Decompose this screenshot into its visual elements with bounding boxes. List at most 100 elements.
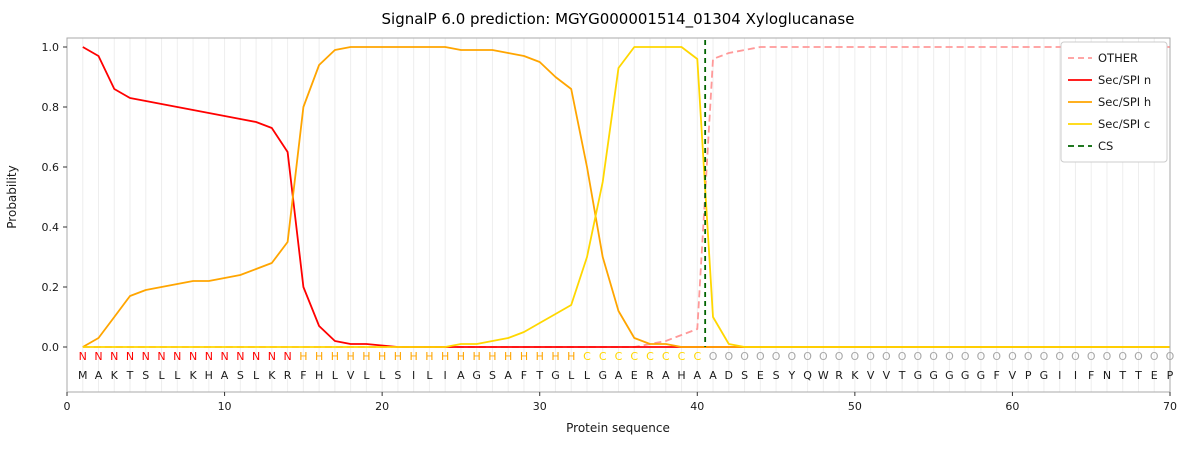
region-letter: O xyxy=(1040,350,1049,363)
region-letter: O xyxy=(898,350,907,363)
region-letter: H xyxy=(567,350,575,363)
region-letter: O xyxy=(819,350,828,363)
legend-label: Sec/SPI c xyxy=(1098,117,1150,131)
region-letter: H xyxy=(362,350,370,363)
sequence-letter: S xyxy=(773,369,780,382)
region-letter: N xyxy=(252,350,260,363)
region-letter: H xyxy=(536,350,544,363)
region-letter: O xyxy=(929,350,938,363)
region-letter: O xyxy=(1008,350,1017,363)
sequence-letter: H xyxy=(205,369,213,382)
legend-label: CS xyxy=(1098,139,1113,153)
legend-label: Sec/SPI h xyxy=(1098,95,1151,109)
region-letter: N xyxy=(205,350,213,363)
y-tick-label: 0.4 xyxy=(42,221,60,234)
region-letter: O xyxy=(961,350,970,363)
region-letter: O xyxy=(992,350,1001,363)
series-line-other xyxy=(82,46,1170,348)
x-axis-label: Protein sequence xyxy=(566,421,670,435)
region-letter: O xyxy=(1024,350,1033,363)
region-letter: C xyxy=(583,350,591,363)
series-line-sec-spi-c xyxy=(82,46,1170,348)
sequence-letter: L xyxy=(379,369,386,382)
region-letter: O xyxy=(1071,350,1080,363)
sequence-letter: I xyxy=(1058,369,1061,382)
region-letter: H xyxy=(299,350,307,363)
sequence-letter: L xyxy=(158,369,165,382)
y-tick-label: 1.0 xyxy=(42,41,60,54)
sequence-letter: A xyxy=(662,369,670,382)
region-letter: O xyxy=(866,350,875,363)
sequence-letter: L xyxy=(332,369,339,382)
region-letter: O xyxy=(1087,350,1096,363)
sequence-letter: D xyxy=(725,369,733,382)
region-letter: H xyxy=(394,350,402,363)
sequence-letter: G xyxy=(472,369,481,382)
region-letter: O xyxy=(882,350,891,363)
region-letter: O xyxy=(1150,350,1159,363)
y-tick-label: 0.2 xyxy=(42,281,60,294)
x-tick-label: 30 xyxy=(533,400,547,413)
sequence-letter: I xyxy=(444,369,447,382)
x-tick-label: 60 xyxy=(1005,400,1019,413)
sequence-letter: L xyxy=(584,369,591,382)
sequence-letter: S xyxy=(489,369,496,382)
sequence-letter: A xyxy=(504,369,512,382)
region-letter: N xyxy=(94,350,102,363)
region-letter: H xyxy=(441,350,449,363)
sequence-letter: P xyxy=(1025,369,1032,382)
sequence-letter: L xyxy=(174,369,181,382)
region-letter: C xyxy=(646,350,654,363)
sequence-letter: S xyxy=(741,369,748,382)
sequence-letter: G xyxy=(961,369,970,382)
sequence-letter: A xyxy=(457,369,465,382)
y-tick-label: 0.6 xyxy=(42,161,60,174)
y-tick-label: 0.8 xyxy=(42,101,60,114)
sequence-letter: V xyxy=(1009,369,1017,382)
sequence-letter: S xyxy=(394,369,401,382)
sequence-letter: K xyxy=(111,369,119,382)
sequence-letter: G xyxy=(945,369,954,382)
region-letter: H xyxy=(346,350,354,363)
sequence-letter: A xyxy=(95,369,103,382)
sequence-letter: I xyxy=(1074,369,1077,382)
region-letter: H xyxy=(504,350,512,363)
sequence-letters-group: NMNANKNTNSNLNLNKNHNANSNLNKNRHFHHHLHVHLHL… xyxy=(78,350,1175,382)
region-letter: O xyxy=(851,350,860,363)
sequence-letter: L xyxy=(426,369,433,382)
region-letter: H xyxy=(551,350,559,363)
region-letter: H xyxy=(425,350,433,363)
x-tick-label: 10 xyxy=(218,400,232,413)
region-letter: N xyxy=(110,350,118,363)
region-letter: H xyxy=(410,350,418,363)
y-tick-label: 0.0 xyxy=(42,341,60,354)
legend-label: OTHER xyxy=(1098,51,1138,65)
sequence-letter: E xyxy=(1151,369,1158,382)
x-tick-label: 70 xyxy=(1163,400,1177,413)
region-letter: C xyxy=(678,350,686,363)
sequence-letter: H xyxy=(315,369,323,382)
sequence-letter: A xyxy=(221,369,229,382)
sequence-letter: I xyxy=(412,369,415,382)
sequence-letter: K xyxy=(268,369,276,382)
region-letter: C xyxy=(599,350,607,363)
sequence-letter: S xyxy=(142,369,149,382)
region-letter: H xyxy=(457,350,465,363)
region-letter: C xyxy=(662,350,670,363)
sequence-letter: G xyxy=(977,369,986,382)
series-line-sec-spi-h xyxy=(82,46,1170,348)
legend-box xyxy=(1060,41,1168,163)
sequence-letter: L xyxy=(253,369,260,382)
sequence-letter: E xyxy=(631,369,638,382)
chart-title: SignalP 6.0 prediction: MGYG000001514_01… xyxy=(382,10,855,29)
region-letter: H xyxy=(473,350,481,363)
sequence-letter: R xyxy=(646,369,654,382)
sequence-letter: G xyxy=(551,369,560,382)
region-letter: O xyxy=(803,350,812,363)
region-letter: O xyxy=(756,350,765,363)
sequence-letter: G xyxy=(1040,369,1049,382)
region-letter: C xyxy=(693,350,701,363)
region-letter: N xyxy=(220,350,228,363)
